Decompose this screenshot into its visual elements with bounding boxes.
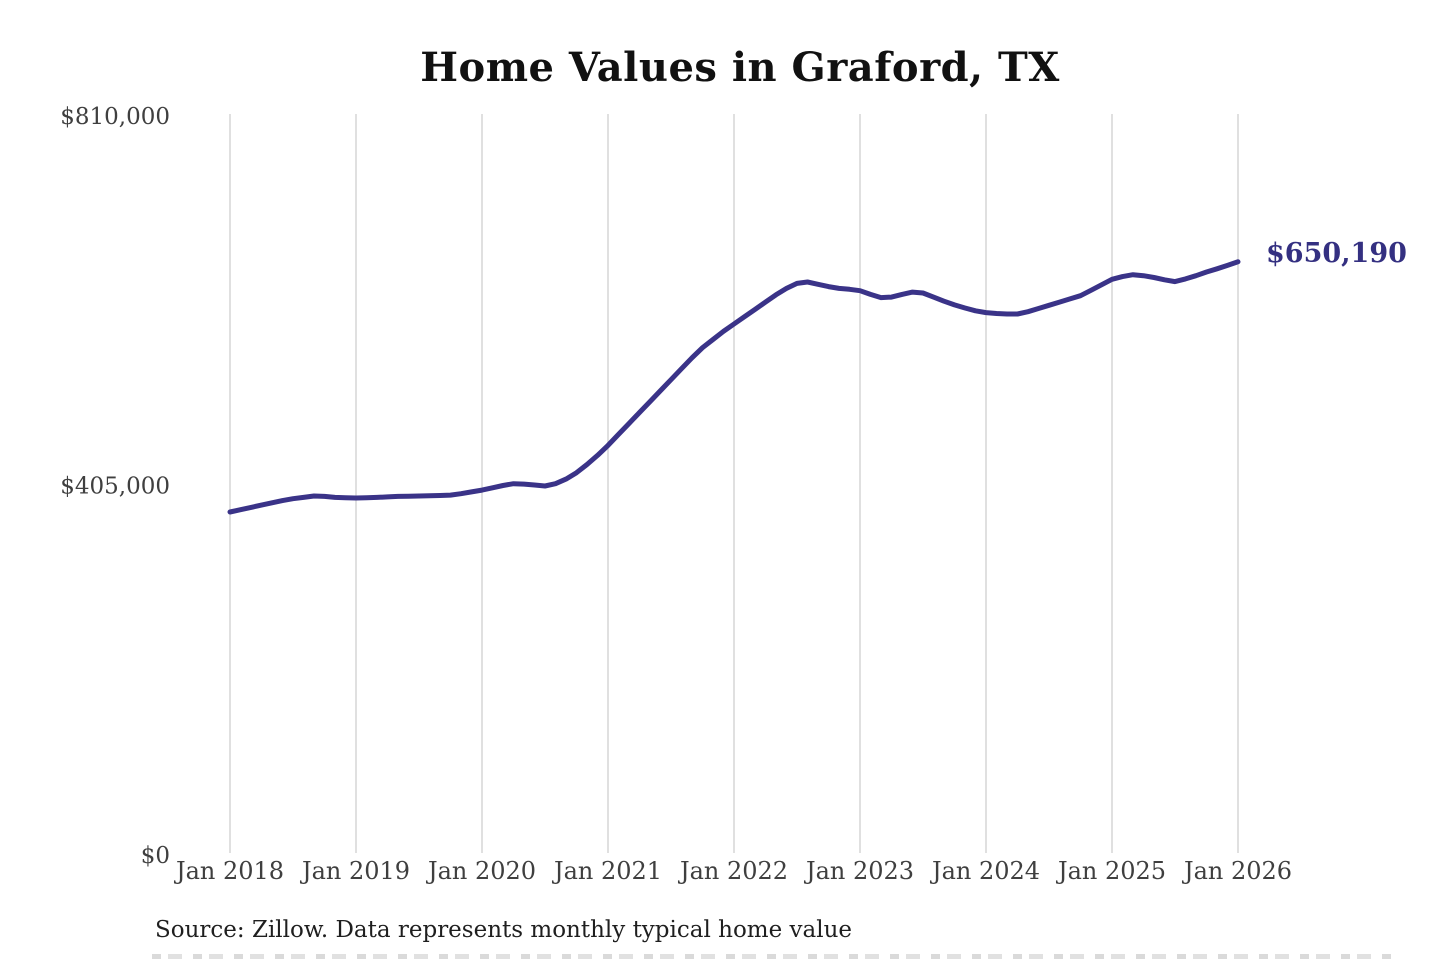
x-axis-tick-label: Jan 2020 xyxy=(425,857,536,885)
x-axis-tick-label: Jan 2018 xyxy=(173,857,284,885)
x-axis-tick-label: Jan 2023 xyxy=(803,857,914,885)
x-axis-tick-label: Jan 2025 xyxy=(1055,857,1166,885)
cutoff-text-sliver xyxy=(152,954,1392,959)
x-axis-tick-label: Jan 2021 xyxy=(551,857,662,885)
latest-value-label: $650,190 xyxy=(1266,238,1407,269)
y-axis-tick-label: $810,000 xyxy=(60,104,170,130)
y-axis-tick-label: $405,000 xyxy=(60,474,170,500)
chart-title: Home Values in Graford, TX xyxy=(420,44,1060,91)
x-axis-tick-label: Jan 2026 xyxy=(1181,857,1292,885)
y-axis-tick-label: $0 xyxy=(141,843,170,869)
home-value-line xyxy=(227,259,1241,515)
x-axis-tick-label: Jan 2022 xyxy=(677,857,788,885)
source-note: Source: Zillow. Data represents monthly … xyxy=(155,917,853,943)
x-axis-tick-label: Jan 2019 xyxy=(299,857,410,885)
x-axis-tick-label: Jan 2024 xyxy=(929,857,1040,885)
